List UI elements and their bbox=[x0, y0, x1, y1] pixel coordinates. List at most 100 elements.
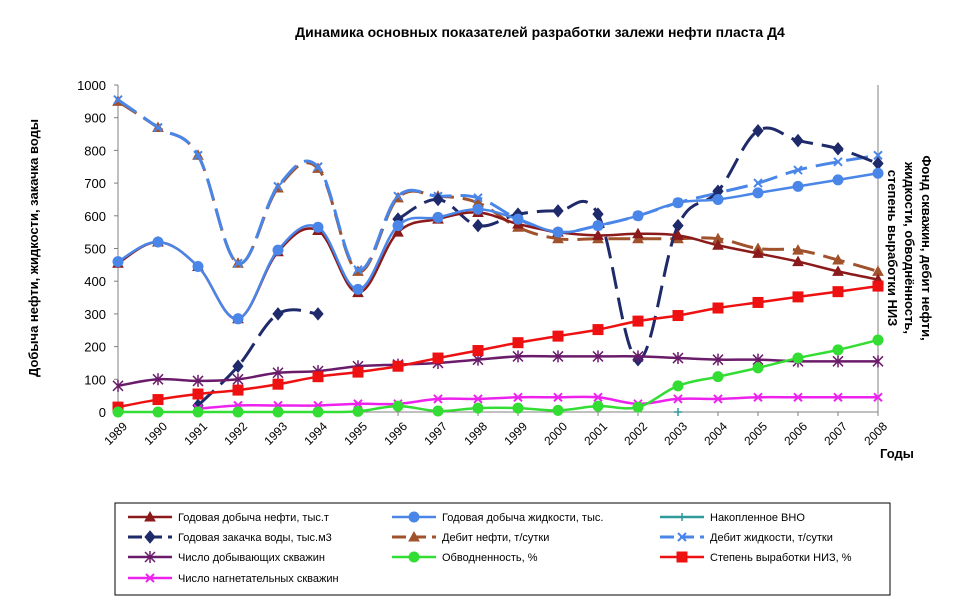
series-7-point bbox=[272, 406, 284, 418]
series-0-point bbox=[592, 229, 604, 240]
series-7-point bbox=[712, 371, 724, 383]
series-8-point bbox=[672, 310, 684, 322]
legend-swatch-marker bbox=[144, 510, 156, 522]
series-4-point bbox=[832, 253, 844, 265]
x-tick-label: 2008 bbox=[861, 419, 890, 448]
series-1-line bbox=[117, 172, 879, 321]
series-7-line bbox=[118, 338, 879, 414]
series-6 bbox=[112, 350, 884, 392]
series-7-point bbox=[632, 401, 644, 413]
series-3-point bbox=[312, 307, 324, 321]
series-1-point bbox=[432, 211, 444, 223]
series-0-point bbox=[392, 226, 404, 237]
y-tick-label: 400 bbox=[84, 274, 106, 289]
x-tick-labels: 1989 1990 1991 1992 1993 1994 1995 1996 1997 1998… bbox=[101, 412, 890, 448]
series-7-point bbox=[352, 405, 364, 417]
x-tick-label: 1989 bbox=[101, 419, 130, 448]
series-1-point bbox=[192, 260, 204, 272]
series-0 bbox=[112, 206, 884, 324]
legend-item: Число добывающих скважин bbox=[128, 551, 325, 564]
series-7-point bbox=[872, 334, 884, 346]
y-tick-label: 1000 bbox=[77, 78, 106, 93]
series-0-point bbox=[832, 265, 844, 276]
x-tick-label: 1997 bbox=[421, 419, 450, 448]
series-6-point bbox=[192, 374, 204, 387]
series-3-point bbox=[552, 204, 564, 218]
legend-label: Накопленное ВНО bbox=[710, 512, 805, 524]
legend-label: Годовая добыча жидкости, тыс. bbox=[442, 512, 603, 524]
series-1-point bbox=[232, 313, 244, 325]
x-tick-label: 1992 bbox=[221, 419, 250, 448]
series-1-point bbox=[392, 220, 404, 232]
series-9-point bbox=[473, 394, 483, 404]
series-1-point bbox=[312, 221, 324, 233]
legend-label: Степень выработки НИЗ, % bbox=[710, 552, 852, 564]
series-1-point bbox=[472, 203, 484, 215]
series-1 bbox=[112, 167, 884, 325]
series-0-point bbox=[752, 247, 764, 258]
legend-label: Годовая добыча нефти, тыс.т bbox=[178, 512, 329, 524]
series-6-point bbox=[832, 355, 844, 368]
x-tick-label: 2001 bbox=[581, 419, 610, 448]
series-3-point bbox=[792, 133, 804, 148]
legend-swatch-marker bbox=[408, 530, 420, 542]
y-axis-label-left: Добыча нефти, жидкости, закачка воды bbox=[26, 119, 41, 377]
series-7-point bbox=[792, 352, 804, 364]
series-8-point bbox=[872, 280, 884, 292]
y-axis-label-right-line: степень выработки НИЗ bbox=[885, 170, 900, 327]
x-tick-label: 2004 bbox=[701, 419, 730, 448]
series-8-point bbox=[512, 337, 524, 349]
series-9-point bbox=[833, 392, 843, 402]
x-tick-label: 1996 bbox=[381, 419, 410, 448]
x-tick-label: 1993 bbox=[261, 419, 290, 448]
series-5-point bbox=[273, 181, 283, 192]
series-8-point bbox=[712, 302, 724, 314]
legend-swatch-marker bbox=[408, 511, 420, 523]
series-7-point bbox=[832, 344, 844, 356]
series-4-point bbox=[792, 244, 804, 255]
series-7-point bbox=[232, 406, 244, 418]
series-1-point bbox=[752, 187, 764, 199]
series-9-line bbox=[197, 395, 878, 410]
series-5-point bbox=[233, 258, 243, 268]
series-5-point bbox=[313, 162, 323, 172]
series-1-point bbox=[552, 226, 564, 238]
series-1-point bbox=[152, 236, 164, 248]
series-0-point bbox=[792, 255, 804, 267]
legend: Годовая добыча нефти, тыс.т Годовая добыч… bbox=[114, 502, 891, 596]
x-tick-label: 2007 bbox=[821, 419, 850, 448]
series-7-point bbox=[392, 400, 404, 412]
series-6-point bbox=[272, 366, 284, 379]
legend-swatch-marker bbox=[144, 551, 156, 563]
series-9-point bbox=[873, 392, 883, 402]
series-3-point bbox=[232, 359, 244, 374]
series-6-point bbox=[232, 373, 244, 386]
series-8-point bbox=[792, 291, 804, 303]
series-5-line bbox=[117, 98, 879, 272]
series-1-point bbox=[632, 210, 644, 222]
y-tick-label: 300 bbox=[84, 307, 106, 322]
legend-swatch-marker bbox=[678, 513, 686, 521]
legend-label: Обводненность, % bbox=[442, 552, 538, 564]
series-5-point bbox=[473, 193, 483, 203]
y-axis-label-right: Фонд скважин, дебит нефти,жидкости, обво… bbox=[885, 155, 934, 340]
legend-label: Число нагнетательных скважин bbox=[178, 573, 339, 585]
series-1-point bbox=[832, 174, 844, 186]
series-9-point bbox=[793, 392, 803, 402]
series-3-point bbox=[752, 123, 764, 138]
series-3-point bbox=[432, 192, 444, 207]
y-tick-label: 0 bbox=[99, 405, 106, 420]
series-8-point bbox=[592, 324, 604, 336]
series-8-point bbox=[632, 315, 644, 327]
series-5-point bbox=[193, 150, 203, 161]
series-0-line bbox=[117, 211, 879, 321]
series-layer bbox=[112, 95, 884, 418]
series-3-point bbox=[832, 141, 844, 156]
legend-item: Годовая добыча нефти, тыс.т bbox=[128, 510, 329, 524]
series-5-point bbox=[793, 165, 803, 175]
y-axis-label-right-line: Фонд скважин, дебит нефти, bbox=[919, 155, 934, 340]
legend-label: Дебит нефти, т/сутки bbox=[442, 532, 549, 544]
series-3-point bbox=[472, 218, 484, 233]
legend-label: Дебит жидкости, т/сутки bbox=[710, 532, 833, 544]
